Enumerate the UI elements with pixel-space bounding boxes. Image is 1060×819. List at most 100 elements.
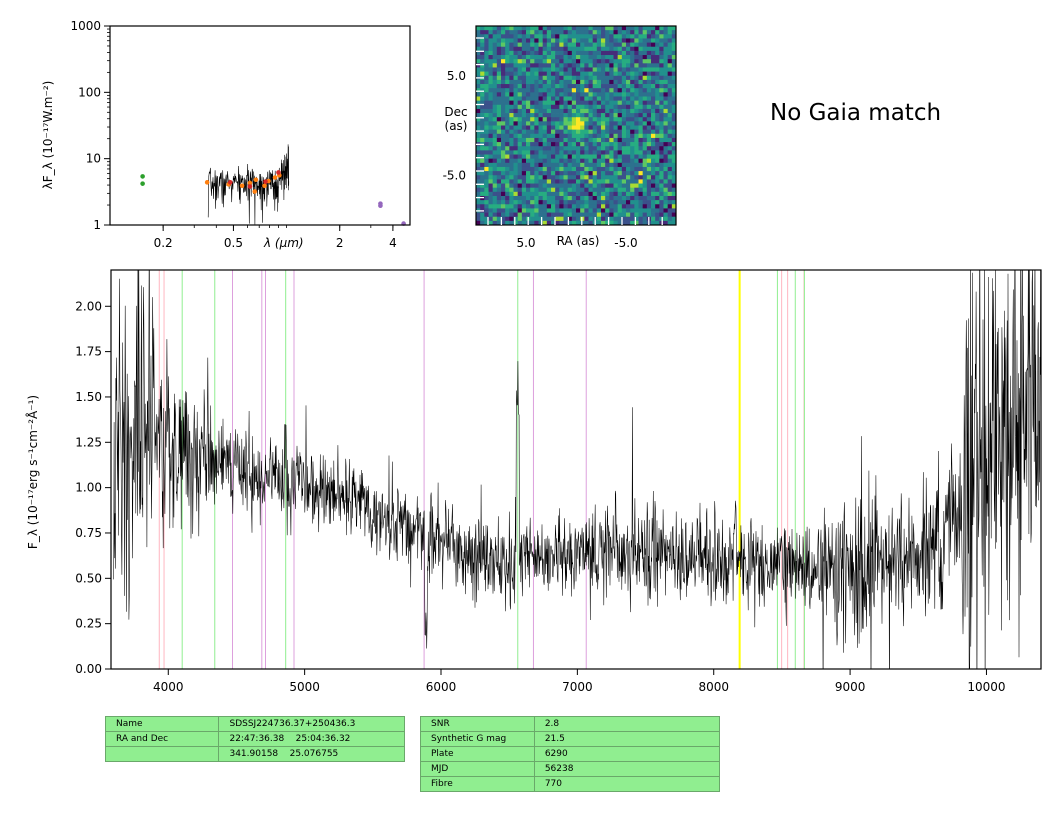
cutout-pixel [580, 208, 585, 213]
cutout-pixel [559, 175, 564, 180]
cutout-pixel [592, 200, 598, 205]
cutout-pixel [513, 137, 519, 143]
cutout-pixel [634, 125, 639, 130]
cutout-pixel [617, 191, 623, 197]
cutout-pixel [621, 117, 627, 122]
cutout-pixel [655, 162, 660, 168]
cutout-pixel [563, 26, 569, 31]
cutout-pixel [501, 129, 506, 135]
cutout-pixel [605, 162, 610, 168]
cutout-pixel [621, 137, 627, 143]
cutout-pixel [480, 150, 485, 155]
cutout-pixel [521, 162, 527, 168]
cutout-pixel [646, 117, 652, 122]
cutout-pixel [559, 30, 564, 35]
cutout-pixel [580, 100, 585, 106]
cutout-pixel [634, 162, 639, 168]
cutout-pixel [626, 63, 631, 68]
cutout-pixel [555, 187, 560, 193]
cutout-pixel [617, 175, 623, 180]
cutout-pixel [596, 71, 602, 77]
cutout-pixel [630, 133, 635, 139]
cutout-pixel [634, 133, 639, 139]
cutout-pixel [613, 46, 619, 52]
cutout-pixel [488, 129, 494, 135]
cutout-pixel [526, 166, 531, 172]
cutout-pixel [542, 195, 548, 201]
cutout-pixel [638, 220, 644, 226]
cutout-pixel [492, 200, 498, 205]
cutout-pixel [546, 92, 552, 97]
spectrum-x-tick-label: 10000 [967, 680, 1005, 694]
cutout-pixel [667, 175, 673, 180]
cutout-pixel [521, 104, 527, 110]
cutout-pixel [555, 121, 560, 126]
cutout-pixel [642, 133, 648, 139]
cutout-pixel [663, 30, 669, 35]
cutout-pixel [588, 26, 594, 31]
cutout-pixel [542, 84, 548, 89]
cutout-pixel [655, 200, 660, 205]
cutout-pixel [492, 84, 498, 89]
cutout-pixel [613, 117, 619, 122]
cutout-pixel [580, 46, 585, 52]
cutout-pixel [671, 200, 677, 205]
cutout-pixel [651, 212, 656, 218]
cutout-pixel [559, 26, 564, 31]
cutout-pixel [667, 200, 673, 205]
cutout-pixel [517, 59, 523, 64]
cutout-pixel [667, 104, 673, 110]
cutout-pixel [530, 142, 535, 147]
cutout-pixel [526, 63, 531, 68]
cutout-pixel [605, 191, 610, 197]
cutout-pixel [601, 154, 606, 160]
cutout-pixel [521, 84, 527, 89]
cutout-pixel [609, 129, 614, 135]
cutout-pixel [496, 88, 502, 93]
cutout-pixel [613, 171, 619, 176]
cutout-pixel [584, 104, 589, 110]
cutout-pixel [509, 50, 514, 56]
cutout-pixel [617, 133, 623, 139]
cutout-pixel [630, 46, 635, 52]
cutout-pixel [526, 204, 531, 209]
cutout-pixel [542, 191, 548, 197]
cutout-pixel [617, 50, 623, 56]
cutout-pixel [571, 175, 577, 180]
cutout-pixel [501, 96, 506, 101]
cutout-pixel [542, 67, 548, 72]
cutout-pixel [546, 171, 552, 176]
cutout-pixel [505, 34, 510, 39]
cutout-pixel [596, 59, 602, 64]
cutout-pixel [621, 26, 627, 31]
cutout-pixel [530, 34, 535, 39]
cutout-pixel [626, 162, 631, 168]
cutout-pixel [567, 108, 573, 114]
cutout-pixel [646, 129, 652, 135]
cutout-pixel [659, 183, 664, 189]
cutout-pixel [517, 46, 523, 52]
cutout-pixel [534, 208, 539, 213]
cutout-y-tick-label: -5.0 [443, 168, 466, 182]
cutout-pixel [659, 38, 664, 43]
cutout-pixel [542, 133, 548, 139]
cutout-pixel [588, 46, 594, 52]
cutout-pixel [613, 162, 619, 168]
cutout-pixel [563, 96, 569, 101]
cutout-pixel [484, 117, 489, 122]
cutout-pixel [484, 150, 489, 155]
cutout-pixel [609, 183, 614, 189]
cutout-pixel [655, 175, 660, 180]
cutout-pixel [655, 121, 660, 126]
cutout-pixel [671, 104, 677, 110]
cutout-pixel [559, 46, 564, 52]
cutout-pixel [551, 71, 556, 77]
cutout-pixel [605, 121, 610, 126]
cutout-pixel [559, 113, 564, 118]
cutout-pixel [521, 117, 527, 122]
cutout-pixel [513, 212, 519, 218]
cutout-pixel [509, 104, 514, 110]
cutout-pixel [551, 117, 556, 122]
cutout-pixel [667, 183, 673, 189]
